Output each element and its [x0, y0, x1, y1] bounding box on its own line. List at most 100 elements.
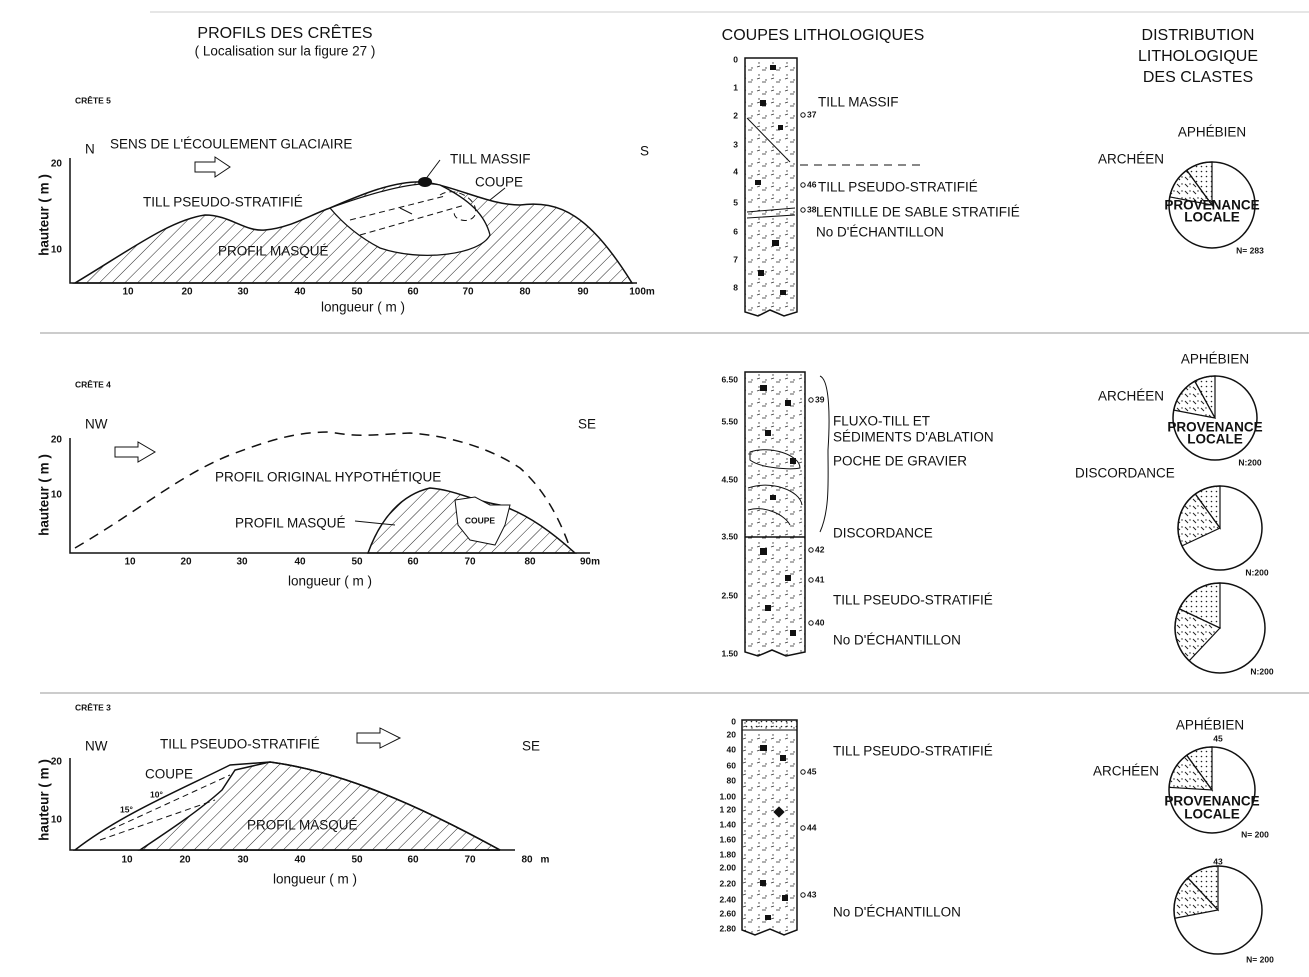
depth-label: 3	[733, 139, 738, 149]
depth-label: 2.80	[719, 923, 736, 933]
sample-number: 37	[807, 109, 817, 119]
sample-number: 44	[807, 822, 817, 832]
x-tick-label: 40	[294, 557, 306, 568]
depth-label: 1.60	[719, 834, 736, 844]
sample-number: 39	[815, 394, 825, 404]
column-3	[742, 720, 797, 935]
pie-label: N= 200	[1246, 954, 1274, 964]
x-tick-label: 80	[521, 855, 533, 866]
y-axis-label: hauteur ( m )	[37, 454, 52, 536]
depth-label: 20	[727, 729, 737, 739]
profile-label: TILL PSEUDO-STRATIFIÉ	[160, 737, 320, 752]
depth-label: 60	[727, 760, 737, 770]
x-tick-label: 60	[407, 557, 419, 568]
x-tick-label: 60	[407, 855, 419, 866]
x-tick-label: 10	[122, 287, 134, 298]
pie-label: APHÉBIEN	[1176, 718, 1244, 733]
column-label: TILL MASSIF	[818, 95, 899, 110]
column-label: LENTILLE DE SABLE STRATIFIÉ	[816, 205, 1020, 220]
x-tick-label: 50	[351, 287, 363, 298]
x-axis-label: longueur ( m )	[273, 872, 357, 887]
pie-label: ARCHÉEN	[1098, 152, 1164, 167]
column-label: TILL PSEUDO-STRATIFIÉ	[833, 593, 993, 608]
title: DES CLASTES	[1143, 69, 1253, 86]
depth-label: 0	[733, 54, 738, 64]
pie-label: DISCORDANCE	[1075, 466, 1175, 481]
pie-label: LOCALE	[1187, 432, 1243, 447]
column-label: TILL PSEUDO-STRATIFIÉ	[818, 180, 978, 195]
pie-label: ARCHÉEN	[1093, 764, 1159, 779]
depth-label: 0	[731, 716, 736, 726]
depth-label: 1.40	[719, 819, 736, 829]
column-label: FLUXO-TILL ET	[833, 414, 930, 429]
orientation: N	[85, 142, 95, 157]
x-tick-label: 90	[577, 287, 589, 298]
profile-label: TILL PSEUDO-STRATIFIÉ	[143, 195, 303, 210]
x-tick-label: 20	[180, 557, 192, 568]
depth-label: 4.50	[721, 474, 738, 484]
x-tick-label: 90m	[580, 557, 600, 568]
pie-label: 45	[1213, 733, 1223, 743]
depth-label: 4	[733, 166, 738, 176]
depth-label: 3.50	[721, 531, 738, 541]
sample-number: 41	[815, 574, 825, 584]
pie-label: APHÉBIEN	[1178, 125, 1246, 140]
depth-label: 6.50	[721, 374, 738, 384]
sample-number: 40	[815, 617, 825, 627]
orientation: S	[640, 144, 649, 159]
x-tick-label: 10	[124, 557, 136, 568]
crest-label: CRÊTE 5	[75, 94, 111, 105]
sample-number: 45	[807, 766, 817, 776]
profile-label: 10°	[150, 789, 163, 799]
profile-label: COUPE	[465, 515, 496, 525]
y-axis-label: hauteur ( m )	[37, 759, 52, 841]
depth-label: 1 20	[719, 804, 736, 814]
sample-number: 46	[807, 179, 817, 189]
x-tick-label: 30	[237, 855, 249, 866]
depth-label: 8	[733, 282, 738, 292]
title: COUPES LITHOLOGIQUES	[722, 27, 925, 44]
depth-label: 2	[733, 110, 738, 120]
column-label: POCHE DE GRAVIER	[833, 454, 967, 469]
pie-label: LOCALE	[1184, 807, 1240, 822]
depth-label: 6	[733, 226, 738, 236]
pie-label: N= 283	[1236, 245, 1264, 255]
pie-label: ARCHÉEN	[1098, 389, 1164, 404]
figure: PROFILS DES CRÊTES ( Localisation sur la…	[0, 0, 1309, 972]
profile-label: PROFIL MASQUÉ	[218, 244, 329, 259]
pie-label: N:200	[1250, 666, 1273, 676]
depth-label: 5	[733, 197, 738, 207]
y-tick-label: 20	[51, 435, 63, 446]
x-tick-label: 70	[464, 557, 476, 568]
x-tick-label: 80	[524, 557, 536, 568]
pie-label: LOCALE	[1184, 210, 1240, 225]
x-tick-label: 10	[121, 855, 133, 866]
profile-label: PROFIL ORIGINAL HYPOTHÉTIQUE	[215, 470, 441, 485]
depth-label: 80	[727, 775, 737, 785]
pie-label: N:200	[1245, 567, 1268, 577]
column-label: TILL PSEUDO-STRATIFIÉ	[833, 744, 993, 759]
title: PROFILS DES CRÊTES	[197, 23, 372, 42]
x-axis-label: longueur ( m )	[288, 574, 372, 589]
depth-label: 2.40	[719, 894, 736, 904]
column-label: No D'ÉCHANTILLON	[816, 225, 944, 240]
depth-label: 1.80	[719, 849, 736, 859]
y-tick-label: 10	[51, 245, 63, 256]
title: DISTRIBUTION	[1142, 27, 1255, 44]
x-axis-label: longueur ( m )	[321, 300, 405, 315]
x-tick-label: 70	[464, 855, 476, 866]
pie-label: N:200	[1238, 457, 1261, 467]
x-tick-label: 20	[181, 287, 193, 298]
x-tick-label: 100m	[629, 287, 655, 298]
depth-label: 2.00	[719, 862, 736, 872]
depth-label: 2.60	[719, 908, 736, 918]
x-tick-label: 70	[462, 287, 474, 298]
orientation: SE	[578, 417, 596, 432]
depth-label: 2.20	[719, 878, 736, 888]
x-tick-label: 30	[237, 287, 249, 298]
pie-label: 43	[1213, 856, 1223, 866]
orientation: NW	[85, 417, 108, 432]
sample-number: 42	[815, 544, 825, 554]
y-tick-label: 10	[51, 815, 63, 826]
y-tick-label: 20	[51, 757, 63, 768]
